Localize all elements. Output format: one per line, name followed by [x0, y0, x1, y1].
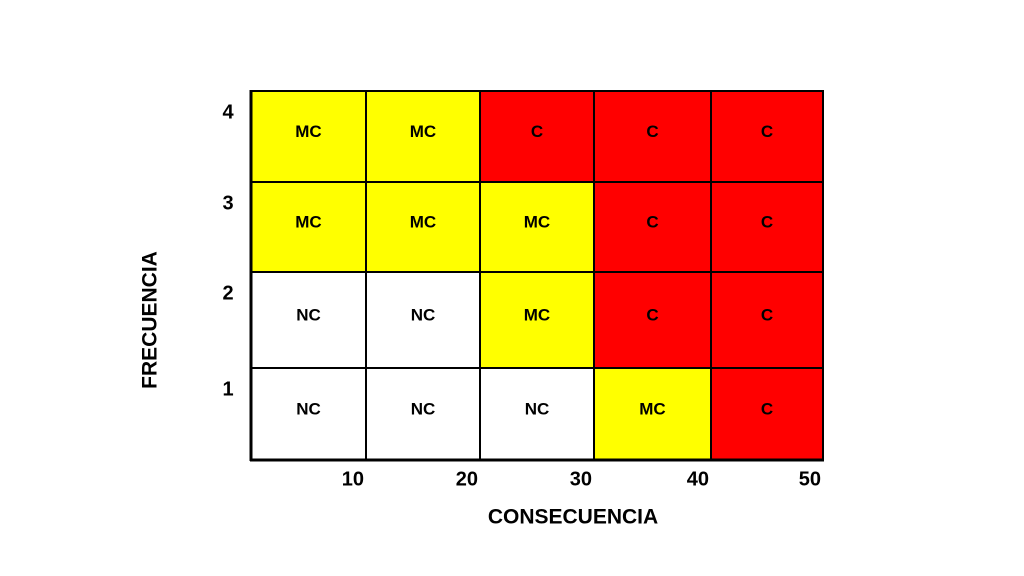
cell: [593, 271, 712, 369]
cell: [479, 90, 595, 183]
y-tick-label: 1: [222, 378, 233, 400]
x-tick-label: 50: [799, 468, 821, 490]
cell-label: MC: [410, 122, 436, 141]
cell: [710, 367, 824, 461]
cell: [479, 367, 595, 461]
cell-label: NC: [296, 399, 321, 418]
cell-label: MC: [524, 212, 550, 231]
cell-label: C: [646, 122, 658, 141]
cell-label: NC: [525, 399, 550, 418]
cell: [479, 181, 595, 273]
cell-label: C: [761, 399, 773, 418]
cell-label: MC: [639, 399, 665, 418]
cell-label: C: [646, 305, 658, 324]
cell-label: NC: [296, 305, 321, 324]
y-tick-label: 3: [222, 192, 233, 214]
x-tick-label: 10: [342, 468, 364, 490]
x-tick-label: 40: [687, 468, 709, 490]
cell-label: C: [646, 212, 658, 231]
cell-label: MC: [524, 305, 550, 324]
x-axis-title: CONSECUENCIA: [488, 506, 658, 529]
cell: [250, 90, 367, 183]
x-tick-label: 20: [456, 468, 478, 490]
cell-label: MC: [295, 212, 321, 231]
cell-label: C: [761, 305, 773, 324]
cell: [365, 271, 481, 369]
cell-label: NC: [411, 399, 436, 418]
cell-label: C: [761, 212, 773, 231]
cell: [593, 367, 712, 461]
x-tick-label: 30: [570, 468, 592, 490]
cell-label: NC: [411, 305, 436, 324]
cell: [710, 181, 824, 273]
y-axis-title: FRECUENCIA: [139, 251, 162, 389]
cell: [365, 367, 481, 461]
y-tick-label: 4: [222, 101, 234, 123]
cell-label: MC: [295, 122, 321, 141]
cell-label: C: [531, 122, 543, 141]
cell-label: MC: [410, 212, 436, 231]
cell-label: C: [761, 122, 773, 141]
y-tick-label: 2: [222, 282, 233, 304]
cell: [365, 90, 481, 183]
